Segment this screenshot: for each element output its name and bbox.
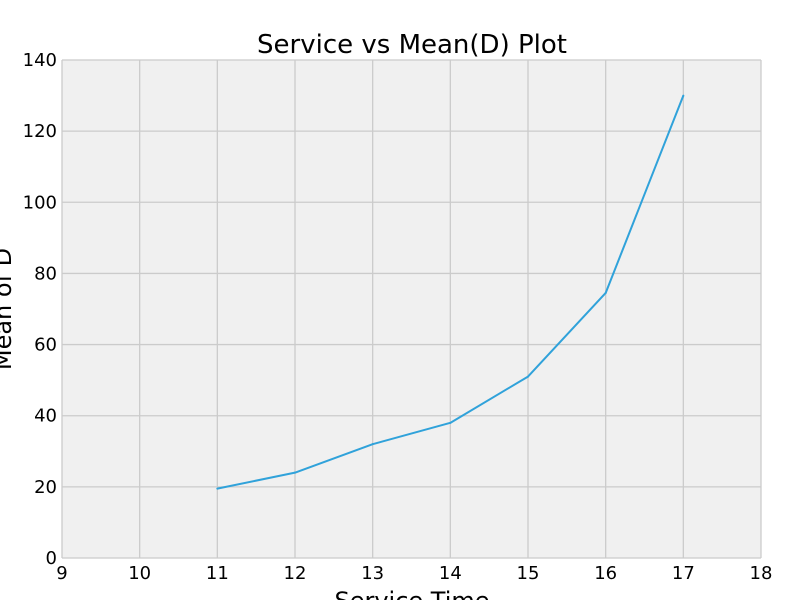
x-tick-label: 9 [56,563,67,584]
data-point [682,94,685,97]
y-tick-label: 60 [34,335,57,356]
x-tick-label: 15 [517,563,540,584]
x-tick-labels: 9 10 11 12 13 14 15 16 17 18 [56,563,772,584]
y-gridlines [62,59,761,559]
x-tick-label: 12 [284,563,307,584]
y-tick-label: 140 [23,50,57,71]
x-tick-label: 16 [594,563,617,584]
x-axis-label: Service Time [334,587,489,600]
data-point [527,375,529,378]
y-tick-label: 100 [23,192,57,213]
y-tick-labels: 0 20 40 60 80 100 120 140 [23,50,57,569]
x-tick-label: 11 [206,563,229,584]
chart-title: Service vs Mean(D) Plot [257,30,567,60]
x-tick-label: 14 [439,563,462,584]
y-tick-label: 40 [34,406,57,427]
x-tick-label: 17 [672,563,695,584]
data-point [449,421,452,424]
y-tick-label: 20 [34,477,57,498]
x-gridlines [61,60,762,558]
y-tick-label: 120 [23,121,57,142]
y-tick-label: 0 [46,548,57,569]
x-tick-label: 18 [750,563,773,584]
y-tick-label: 80 [34,263,57,284]
x-tick-label: 10 [128,563,151,584]
y-axis-label: Mean of D [0,248,17,370]
data-point [604,291,607,294]
data-point [371,443,374,446]
series-layer [216,94,685,490]
data-point [294,471,296,474]
plot-area [62,60,761,558]
data-point [216,487,219,490]
x-tick-label: 13 [361,563,384,584]
